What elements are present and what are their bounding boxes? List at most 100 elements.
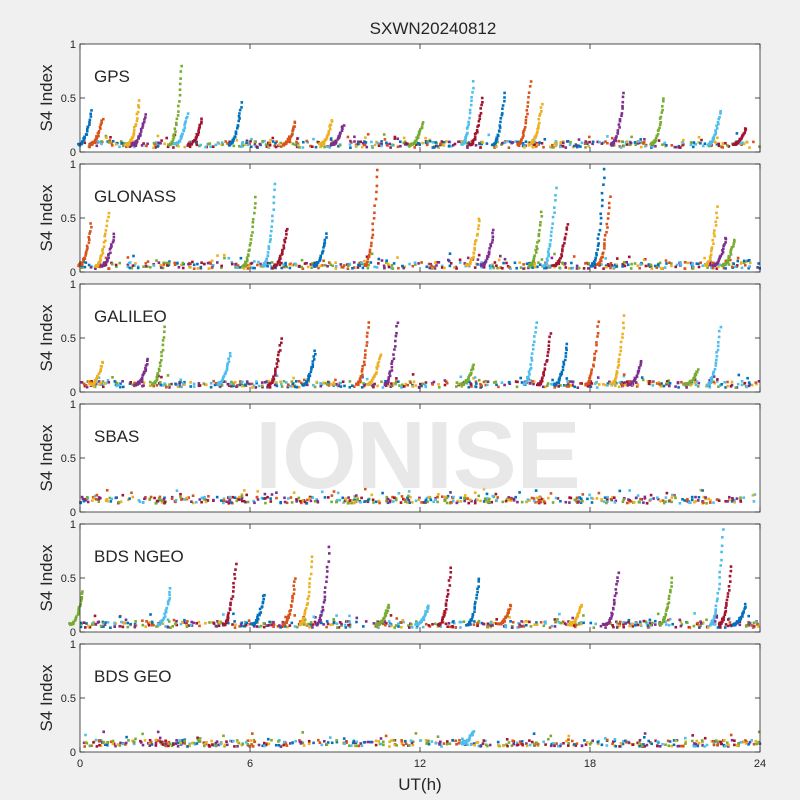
- data-point: [509, 620, 512, 623]
- data-point: [596, 248, 599, 251]
- data-point: [79, 501, 82, 505]
- data-point: [319, 382, 322, 385]
- data-point: [473, 602, 477, 606]
- data-point: [81, 497, 85, 501]
- data-point: [168, 590, 171, 594]
- data-point: [540, 258, 544, 261]
- data-point: [562, 360, 565, 364]
- data-point: [434, 261, 437, 264]
- data-point: [748, 622, 751, 625]
- data-point: [309, 623, 313, 626]
- data-point: [575, 623, 578, 627]
- data-point: [481, 101, 484, 104]
- data-point: [275, 384, 279, 388]
- data-point: [244, 622, 247, 625]
- data-point: [529, 382, 532, 385]
- data-point: [332, 490, 336, 493]
- data-point: [83, 136, 86, 139]
- data-point: [145, 144, 148, 148]
- data-point: [237, 498, 241, 501]
- data-point: [390, 365, 394, 369]
- data-point: [89, 112, 92, 116]
- data-point: [375, 190, 378, 194]
- data-point: [729, 569, 733, 573]
- data-point: [102, 385, 105, 389]
- data-point: [477, 619, 481, 623]
- data-point: [230, 380, 233, 384]
- data-point: [311, 145, 314, 148]
- data-point: [474, 600, 477, 604]
- data-point: [697, 381, 701, 385]
- data-point: [402, 136, 406, 140]
- data-point: [507, 140, 510, 143]
- data-point: [176, 745, 180, 748]
- data-point: [263, 139, 266, 143]
- data-point: [270, 493, 274, 496]
- data-point: [542, 374, 545, 377]
- data-point: [187, 262, 190, 266]
- data-point: [134, 620, 137, 623]
- data-point: [238, 625, 241, 628]
- data-point: [694, 373, 698, 377]
- data-point: [81, 590, 84, 593]
- data-point: [234, 264, 237, 268]
- data-point: [209, 145, 212, 148]
- data-point: [621, 265, 624, 268]
- data-point: [499, 120, 502, 124]
- data-point: [502, 261, 505, 265]
- data-point: [712, 375, 716, 378]
- data-point: [379, 353, 383, 357]
- data-point: [659, 267, 663, 270]
- data-point: [274, 367, 277, 371]
- data-point: [99, 624, 103, 628]
- data-point: [141, 384, 144, 388]
- data-point: [181, 739, 185, 742]
- data-point: [637, 743, 641, 747]
- data-point: [651, 145, 654, 148]
- data-point: [130, 142, 134, 145]
- data-point: [434, 141, 437, 144]
- data-point: [434, 498, 437, 501]
- data-point: [320, 610, 324, 613]
- data-point: [604, 626, 607, 629]
- data-point: [386, 501, 390, 505]
- data-point: [537, 126, 540, 130]
- data-point: [470, 96, 473, 99]
- data-point: [636, 494, 640, 497]
- data-point: [323, 586, 327, 589]
- data-point: [649, 498, 652, 501]
- data-point: [370, 378, 374, 382]
- data-point: [445, 381, 449, 385]
- data-point: [345, 741, 348, 744]
- data-point: [390, 382, 393, 385]
- data-point: [270, 261, 274, 264]
- data-point: [415, 136, 418, 139]
- data-point: [163, 612, 166, 616]
- data-point: [384, 609, 388, 612]
- data-point: [187, 624, 191, 627]
- data-point: [348, 620, 351, 623]
- data-point: [712, 370, 715, 374]
- data-point: [577, 144, 580, 148]
- data-point: [468, 380, 471, 384]
- data-point: [606, 263, 610, 266]
- data-point: [125, 145, 128, 149]
- data-point: [224, 623, 227, 626]
- data-point: [232, 590, 235, 593]
- data-point: [414, 263, 417, 266]
- data-point: [522, 267, 525, 270]
- data-point: [248, 745, 251, 748]
- data-point: [396, 145, 400, 149]
- data-point: [234, 381, 237, 384]
- data-point: [293, 580, 296, 583]
- data-point: [223, 256, 226, 260]
- data-point: [474, 380, 478, 383]
- data-point: [214, 143, 218, 147]
- data-point: [321, 490, 324, 494]
- data-point: [347, 500, 351, 504]
- data-point: [311, 363, 315, 366]
- data-point: [303, 609, 307, 612]
- data-point: [618, 353, 622, 356]
- data-point: [321, 249, 325, 253]
- data-point: [340, 129, 344, 133]
